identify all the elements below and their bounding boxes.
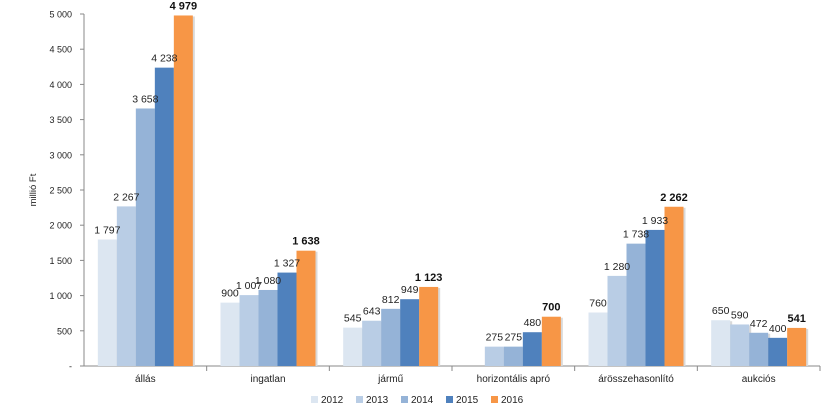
bar (645, 229, 665, 366)
data-label: 590 (731, 309, 749, 321)
data-label: 1 638 (292, 236, 320, 248)
data-label: 1 080 (255, 275, 281, 287)
bar (522, 332, 542, 366)
bar (419, 286, 439, 366)
x-tick-label: aukciós (742, 374, 776, 385)
legend-label: 2015 (456, 395, 479, 406)
y-axis-label: millió Ft (28, 173, 39, 206)
data-label: 275 (486, 332, 504, 344)
bar (362, 320, 382, 366)
x-tick-label: horizontális apró (477, 374, 551, 385)
y-tick-label: 4 500 (49, 45, 72, 55)
legend-label: 2016 (501, 395, 524, 406)
legend-swatch (356, 396, 363, 403)
data-label: 643 (363, 306, 381, 318)
legend-label: 2012 (321, 395, 344, 406)
data-label: 2 262 (660, 192, 688, 204)
bar (607, 275, 627, 366)
data-label: 1 123 (415, 272, 443, 284)
x-tick-label: árösszehasonlító (598, 374, 674, 385)
bar (541, 316, 561, 366)
bar (135, 108, 155, 366)
bar (277, 272, 297, 366)
y-tick-label: - (69, 362, 72, 372)
axes: - 500 1 000 1 500 2 000 2 500 3 000 3 500 4 000 4… (49, 10, 821, 385)
bar (626, 243, 646, 366)
bar (343, 327, 363, 366)
data-label: 760 (589, 297, 607, 309)
data-label: 1 280 (604, 261, 630, 273)
data-label: 900 (221, 288, 239, 300)
bar (768, 337, 788, 366)
y-tick-label: 3 000 (49, 150, 72, 160)
bar (749, 332, 769, 366)
data-label: 1 327 (274, 258, 300, 270)
bar (730, 324, 750, 366)
data-label: 4 979 (170, 0, 198, 12)
data-label: 545 (344, 313, 362, 325)
bar (116, 206, 136, 366)
bar (664, 206, 684, 366)
legend: 2012 2013 2014 2015 2016 (311, 395, 524, 406)
data-label: 1 933 (642, 215, 668, 227)
data-label: 2 267 (113, 191, 139, 203)
y-tick-label: 4 000 (49, 80, 72, 90)
bar (296, 250, 316, 366)
legend-swatch (401, 396, 408, 403)
y-tick-label: 500 (57, 326, 72, 336)
y-tick-label: 2 500 (49, 186, 72, 196)
legend-swatch (446, 396, 453, 403)
x-tick-label: jármű (377, 374, 403, 385)
y-tick-label: 5 000 (49, 10, 72, 20)
data-label: 472 (750, 318, 768, 330)
data-label: 1 738 (623, 229, 649, 241)
bar (258, 289, 278, 366)
data-label: 700 (542, 302, 560, 314)
x-tick-label: állás (135, 374, 156, 385)
bar (381, 308, 401, 366)
data-label: 400 (769, 323, 787, 335)
bar (220, 302, 240, 366)
data-label: 949 (401, 284, 419, 296)
data-label: 1 007 (236, 280, 262, 292)
y-tick-label: 1 500 (49, 256, 72, 266)
y-tick-label: 1 000 (49, 291, 72, 301)
data-label: 275 (505, 332, 523, 344)
data-label: 541 (787, 313, 805, 325)
bar (154, 67, 174, 366)
data-label: 3 658 (132, 93, 158, 105)
y-tick-label: 2 000 (49, 221, 72, 231)
bars (97, 15, 809, 367)
data-label: 480 (524, 317, 542, 329)
bar (173, 15, 193, 367)
data-label: 1 797 (94, 224, 120, 236)
bar (400, 299, 420, 366)
legend-label: 2014 (411, 395, 434, 406)
data-label: 650 (712, 305, 730, 317)
bar (787, 327, 807, 366)
bar (503, 346, 523, 366)
data-label: 812 (382, 294, 400, 306)
legend-label: 2013 (366, 395, 389, 406)
bar (239, 295, 259, 366)
bar (588, 312, 608, 366)
bar (484, 346, 504, 366)
bar (711, 320, 731, 366)
data-label: 4 238 (151, 53, 177, 65)
legend-swatch (311, 396, 318, 403)
legend-swatch (491, 396, 498, 403)
bar (97, 239, 117, 366)
y-tick-label: 3 500 (49, 115, 72, 125)
x-tick-label: ingatlan (250, 374, 285, 385)
